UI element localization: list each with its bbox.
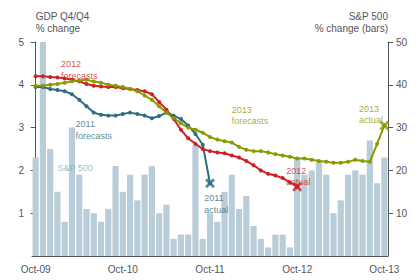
svg-text:% change: % change [36, 23, 81, 34]
svg-text:50: 50 [396, 37, 408, 48]
svg-text:% change (bars): % change (bars) [315, 23, 388, 34]
svg-text:1: 1 [18, 208, 24, 219]
svg-text:10: 10 [396, 208, 408, 219]
svg-text:2011: 2011 [76, 119, 95, 129]
svg-text:30: 30 [396, 122, 408, 133]
svg-text:actual: actual [286, 177, 310, 187]
svg-text:GDP Q4/Q4: GDP Q4/Q4 [36, 11, 90, 22]
svg-text:40: 40 [396, 79, 408, 90]
svg-text:3: 3 [18, 122, 24, 133]
svg-text:20: 20 [396, 165, 408, 176]
svg-text:2012: 2012 [286, 166, 306, 176]
svg-text:actual: actual [359, 115, 383, 125]
svg-text:2013: 2013 [232, 105, 252, 115]
svg-text:Oct-13: Oct-13 [369, 264, 399, 275]
svg-text:2013: 2013 [359, 104, 379, 114]
svg-text:Oct-12: Oct-12 [282, 264, 312, 275]
svg-text:Oct-09: Oct-09 [21, 264, 51, 275]
svg-text:forecasts: forecasts [76, 131, 113, 141]
svg-text:5: 5 [18, 37, 24, 48]
svg-text:forecasts: forecasts [232, 116, 269, 126]
svg-text:2: 2 [18, 165, 24, 176]
svg-text:S&P 500: S&P 500 [349, 11, 389, 22]
svg-text:4: 4 [18, 79, 24, 90]
svg-text:actual: actual [204, 205, 228, 215]
svg-text:Oct-11: Oct-11 [195, 264, 225, 275]
svg-text:forecasts: forecasts [61, 71, 98, 81]
svg-text:S&P 500: S&P 500 [57, 163, 92, 173]
svg-text:2011: 2011 [204, 193, 223, 203]
svg-text:Oct-10: Oct-10 [108, 264, 138, 275]
svg-text:2012: 2012 [61, 59, 81, 69]
